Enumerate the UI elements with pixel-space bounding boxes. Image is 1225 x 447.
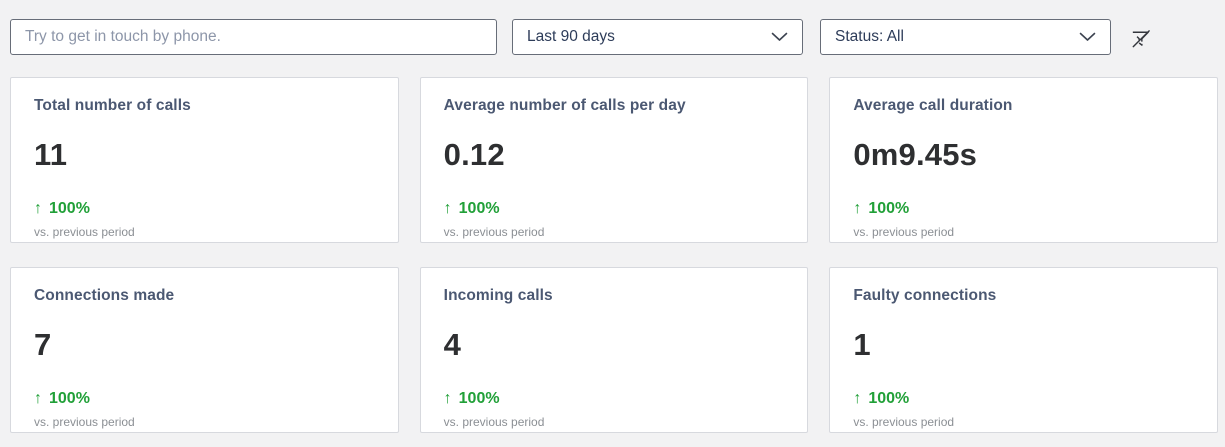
- trend-up-icon: ↑: [443, 390, 452, 407]
- stat-delta: ↑ 100%: [34, 200, 374, 218]
- stat-delta-percent: 100%: [868, 390, 910, 407]
- period-dropdown[interactable]: Last 90 days: [512, 19, 803, 55]
- stat-title: Faulty connections: [853, 287, 997, 304]
- stat-card-incoming-calls: Incoming calls 4 ↑ 100% vs. previous per…: [419, 267, 809, 433]
- trend-up-icon: ↑: [34, 200, 42, 217]
- stat-value: 11: [34, 137, 68, 172]
- filter-off-icon: [1129, 27, 1152, 50]
- stat-delta-percent: 100%: [458, 390, 500, 407]
- search-input[interactable]: [10, 19, 497, 55]
- stat-delta-percent: 100%: [49, 200, 90, 217]
- stat-delta: ↑ 100%: [34, 390, 374, 408]
- stat-value: 4: [443, 327, 462, 362]
- stat-value: 7: [34, 327, 52, 362]
- chevron-down-icon: [771, 32, 788, 42]
- period-dropdown-value: Last 90 days: [527, 28, 615, 45]
- stat-card-avg-calls-per-day: Average number of calls per day 0.12 ↑ 1…: [419, 77, 809, 243]
- stat-title: Incoming calls: [443, 287, 553, 304]
- chevron-down-icon: [1079, 32, 1096, 42]
- stat-card-faulty-connections: Faulty connections 1 ↑ 100% vs. previous…: [829, 267, 1218, 433]
- stat-caption: vs. previous period: [34, 225, 135, 239]
- stat-delta: ↑ 100%: [444, 200, 784, 218]
- stat-caption: vs. previous period: [443, 225, 545, 239]
- status-dropdown[interactable]: Status: All: [820, 19, 1111, 55]
- filters-toolbar: Last 90 days Status: All: [0, 0, 1225, 70]
- stat-delta: ↑ 100%: [444, 390, 784, 408]
- stat-caption: vs. previous period: [443, 415, 545, 429]
- stat-delta-percent: 100%: [868, 200, 910, 217]
- stat-value: 0.12: [443, 137, 505, 172]
- stat-title: Total number of calls: [34, 97, 191, 114]
- stat-card-connections-made: Connections made 7 ↑ 100% vs. previous p…: [10, 267, 399, 433]
- stat-delta: ↑ 100%: [853, 390, 1193, 408]
- trend-up-icon: ↑: [34, 390, 42, 407]
- stats-cards-grid: Total number of calls 11 ↑ 100% vs. prev…: [10, 77, 1218, 433]
- stat-value: 1: [853, 327, 871, 362]
- stat-caption: vs. previous period: [853, 225, 955, 239]
- stat-delta-percent: 100%: [49, 390, 90, 407]
- stat-card-total-calls: Total number of calls 11 ↑ 100% vs. prev…: [10, 77, 399, 243]
- stat-value: 0m9.45s: [853, 137, 978, 172]
- stat-title: Average call duration: [853, 97, 1013, 114]
- status-dropdown-value: Status: All: [835, 28, 904, 45]
- stat-delta: ↑ 100%: [853, 200, 1193, 218]
- trend-up-icon: ↑: [853, 390, 862, 407]
- stat-caption: vs. previous period: [853, 415, 955, 429]
- trend-up-icon: ↑: [853, 200, 862, 217]
- stat-caption: vs. previous period: [34, 415, 135, 429]
- stat-card-avg-call-duration: Average call duration 0m9.45s ↑ 100% vs.…: [829, 77, 1218, 243]
- clear-filters-button[interactable]: [1126, 25, 1154, 51]
- trend-up-icon: ↑: [443, 200, 452, 217]
- stat-delta-percent: 100%: [458, 200, 500, 217]
- stat-title: Connections made: [34, 287, 175, 304]
- stat-title: Average number of calls per day: [443, 97, 686, 114]
